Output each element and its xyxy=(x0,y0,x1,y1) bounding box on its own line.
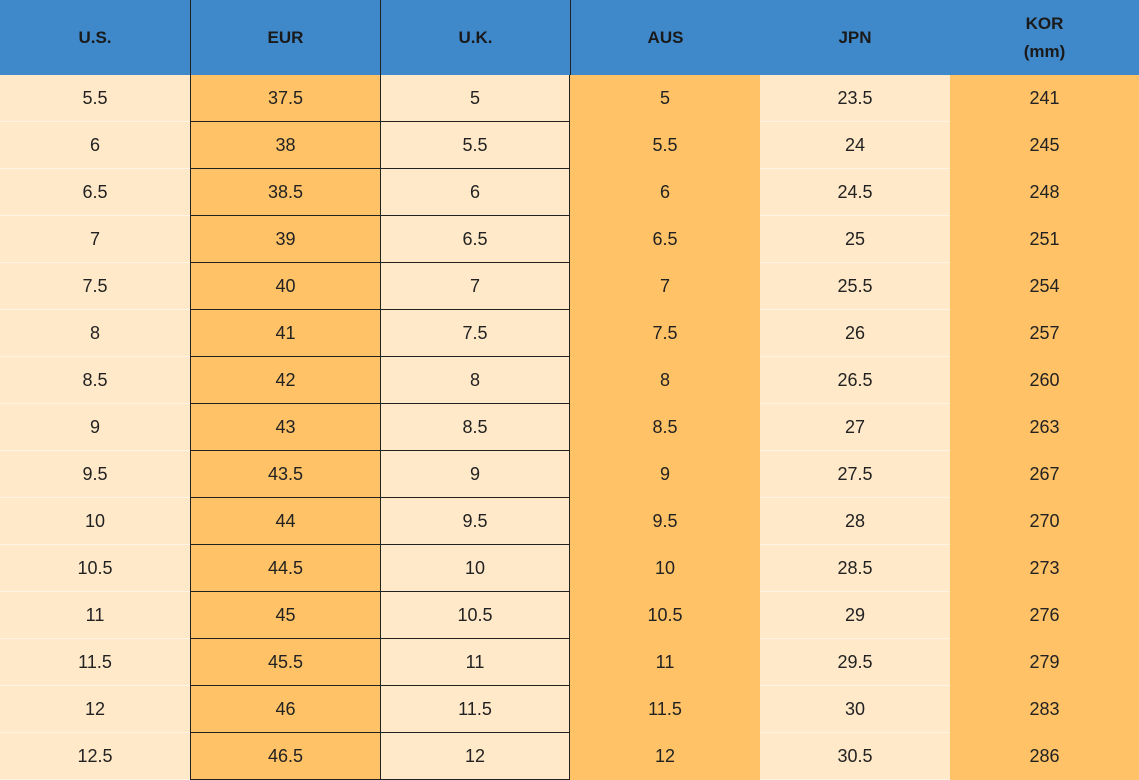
table-cell: 260 xyxy=(950,357,1139,404)
table-cell: 29 xyxy=(760,592,950,639)
table-cell: 24 xyxy=(760,122,950,169)
table-cell: 7 xyxy=(0,216,190,263)
table-cell: 30.5 xyxy=(760,733,950,780)
column-header: KOR (mm) xyxy=(950,0,1139,75)
table-cell: 8.5 xyxy=(570,404,760,451)
table-cell: 23.5 xyxy=(760,75,950,122)
table-cell: 10 xyxy=(570,545,760,592)
table-cell: 9.5 xyxy=(0,451,190,498)
table-cell: 10 xyxy=(0,498,190,545)
table-cell: 12 xyxy=(570,733,760,780)
table-cell: 24.5 xyxy=(760,169,950,216)
table-cell: 46.5 xyxy=(190,733,380,780)
table-cell: 9 xyxy=(0,404,190,451)
table-cell: 26 xyxy=(760,310,950,357)
table-cell: 40 xyxy=(190,263,380,310)
table-cell: 7.5 xyxy=(570,310,760,357)
table-cell: 9.5 xyxy=(570,498,760,545)
table-cell: 251 xyxy=(950,216,1139,263)
table-cell: 29.5 xyxy=(760,639,950,686)
table-cell: 6 xyxy=(0,122,190,169)
table-cell: 10.5 xyxy=(380,592,570,639)
table-cell: 11.5 xyxy=(380,686,570,733)
table-cell: 28 xyxy=(760,498,950,545)
table-cell: 26.5 xyxy=(760,357,950,404)
table-cell: 254 xyxy=(950,263,1139,310)
table-cell: 46 xyxy=(190,686,380,733)
table-cell: 25 xyxy=(760,216,950,263)
table-cell: 270 xyxy=(950,498,1139,545)
table-cell: 5.5 xyxy=(380,122,570,169)
table-cell: 12 xyxy=(0,686,190,733)
table-cell: 7 xyxy=(380,263,570,310)
table-cell: 10.5 xyxy=(570,592,760,639)
table-cell: 8 xyxy=(570,357,760,404)
table-cell: 44 xyxy=(190,498,380,545)
column-header: JPN xyxy=(760,0,950,75)
table-cell: 37.5 xyxy=(190,75,380,122)
table-cell: 25.5 xyxy=(760,263,950,310)
table-cell: 7.5 xyxy=(0,263,190,310)
table-cell: 12.5 xyxy=(0,733,190,780)
table-cell: 45.5 xyxy=(190,639,380,686)
table-cell: 248 xyxy=(950,169,1139,216)
table-cell: 286 xyxy=(950,733,1139,780)
table-cell: 5 xyxy=(380,75,570,122)
table-cell: 38 xyxy=(190,122,380,169)
table-cell: 11 xyxy=(0,592,190,639)
table-cell: 6.5 xyxy=(0,169,190,216)
table-cell: 9 xyxy=(380,451,570,498)
table-cell: 7 xyxy=(570,263,760,310)
table-cell: 27 xyxy=(760,404,950,451)
table-cell: 45 xyxy=(190,592,380,639)
column-header: EUR xyxy=(190,0,380,75)
table-cell: 5.5 xyxy=(0,75,190,122)
table-cell: 41 xyxy=(190,310,380,357)
table-cell: 11.5 xyxy=(0,639,190,686)
table-cell: 12 xyxy=(380,733,570,780)
table-cell: 5 xyxy=(570,75,760,122)
table-cell: 27.5 xyxy=(760,451,950,498)
table-cell: 283 xyxy=(950,686,1139,733)
table-cell: 5.5 xyxy=(570,122,760,169)
table-cell: 9 xyxy=(570,451,760,498)
table-cell: 257 xyxy=(950,310,1139,357)
table-cell: 44.5 xyxy=(190,545,380,592)
table-cell: 6.5 xyxy=(380,216,570,263)
table-cell: 7.5 xyxy=(380,310,570,357)
table-cell: 8 xyxy=(0,310,190,357)
table-cell: 263 xyxy=(950,404,1139,451)
table-cell: 245 xyxy=(950,122,1139,169)
table-cell: 241 xyxy=(950,75,1139,122)
table-cell: 28.5 xyxy=(760,545,950,592)
table-cell: 30 xyxy=(760,686,950,733)
table-cell: 6 xyxy=(380,169,570,216)
table-cell: 11 xyxy=(570,639,760,686)
table-cell: 42 xyxy=(190,357,380,404)
table-cell: 8.5 xyxy=(0,357,190,404)
table-cell: 10 xyxy=(380,545,570,592)
table-cell: 8 xyxy=(380,357,570,404)
table-cell: 273 xyxy=(950,545,1139,592)
table-cell: 6.5 xyxy=(570,216,760,263)
column-header: U.S. xyxy=(0,0,190,75)
table-cell: 279 xyxy=(950,639,1139,686)
table-cell: 43.5 xyxy=(190,451,380,498)
table-cell: 8.5 xyxy=(380,404,570,451)
table-cell: 43 xyxy=(190,404,380,451)
table-cell: 39 xyxy=(190,216,380,263)
table-cell: 267 xyxy=(950,451,1139,498)
table-cell: 11.5 xyxy=(570,686,760,733)
table-cell: 6 xyxy=(570,169,760,216)
column-header: U.K. xyxy=(380,0,570,75)
table-cell: 10.5 xyxy=(0,545,190,592)
table-cell: 38.5 xyxy=(190,169,380,216)
table-cell: 11 xyxy=(380,639,570,686)
column-header: AUS xyxy=(570,0,760,75)
table-cell: 9.5 xyxy=(380,498,570,545)
table-cell: 276 xyxy=(950,592,1139,639)
